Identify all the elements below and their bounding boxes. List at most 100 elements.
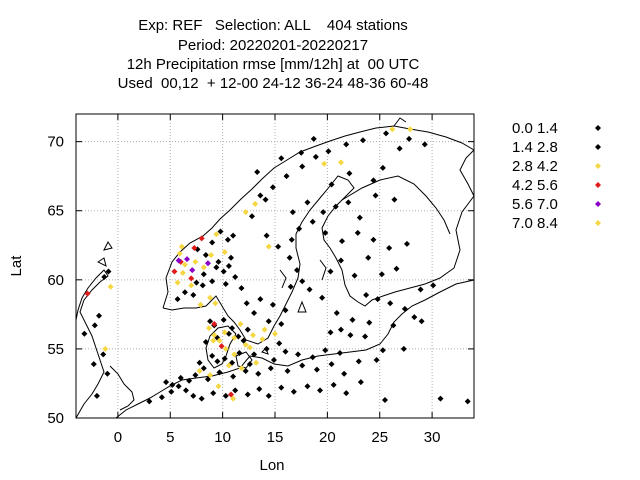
- station-point: [325, 148, 332, 155]
- station-point: [253, 359, 260, 366]
- coastline-map: [75, 117, 475, 419]
- station-point: [256, 385, 263, 392]
- station-point: [186, 377, 193, 384]
- legend-marker: [595, 220, 601, 226]
- station-point: [198, 395, 205, 402]
- station-point: [210, 337, 217, 344]
- station-point: [230, 395, 237, 402]
- station-point: [208, 251, 215, 258]
- station-point: [396, 145, 403, 152]
- station-point: [220, 268, 227, 275]
- x-axis-ticks: 0 5 10 15 20 25 30: [114, 114, 440, 446]
- legend-label: 0.0 1.4: [512, 120, 558, 137]
- station-point: [237, 321, 244, 328]
- station-point: [196, 368, 203, 375]
- station-point: [238, 285, 245, 292]
- station-point: [284, 368, 291, 375]
- station-point: [202, 339, 209, 345]
- station-point: [374, 296, 381, 303]
- station-point: [217, 228, 224, 235]
- station-point: [207, 294, 214, 301]
- station-point: [213, 231, 220, 238]
- station-point: [90, 361, 97, 368]
- station-point: [184, 256, 191, 263]
- y-axis-label: Lat: [8, 255, 25, 277]
- station-point: [379, 347, 386, 354]
- x-axis-label: Lon: [259, 457, 284, 474]
- station-point: [362, 333, 369, 340]
- station-point: [366, 319, 373, 326]
- x-tick-label: 15: [267, 429, 284, 446]
- station-point: [175, 383, 182, 390]
- station-point: [218, 343, 225, 350]
- station-point: [393, 265, 400, 272]
- station-point: [417, 286, 424, 293]
- station-point: [356, 214, 363, 221]
- station-point: [158, 394, 165, 401]
- station-point: [81, 330, 88, 337]
- station-point: [332, 203, 339, 210]
- station-point: [430, 282, 437, 289]
- station-point: [225, 362, 232, 369]
- station-point: [278, 384, 285, 391]
- station-point: [310, 135, 317, 142]
- station-point: [261, 326, 268, 333]
- station-point: [250, 332, 257, 339]
- station-point: [400, 345, 407, 352]
- station-point: [272, 330, 278, 337]
- legend-marker: [595, 125, 601, 131]
- station-point: [244, 391, 251, 398]
- station-point: [215, 383, 222, 390]
- station-point: [199, 282, 206, 289]
- station-point: [317, 387, 324, 394]
- station-point: [104, 370, 111, 377]
- series-5-6-7-0: [175, 256, 211, 274]
- station-point: [146, 398, 153, 405]
- station-point: [181, 261, 188, 268]
- station-point: [437, 395, 444, 402]
- station-point: [464, 398, 471, 405]
- station-point: [196, 359, 203, 366]
- station-point: [221, 249, 228, 256]
- title-line-2: Period: 20220201-20220217: [177, 37, 369, 54]
- station-point: [230, 232, 237, 239]
- station-point: [200, 264, 207, 271]
- station-point: [363, 292, 370, 299]
- station-point: [190, 392, 197, 399]
- station-point: [228, 391, 235, 398]
- series-7-0-8-4: [178, 243, 253, 351]
- station-point: [243, 300, 250, 307]
- station-point: [257, 192, 264, 199]
- legend-label: 4.2 5.6: [512, 177, 558, 194]
- series-2-8-4-2: [102, 126, 414, 402]
- station-point: [107, 283, 114, 290]
- station-point: [278, 155, 285, 162]
- station-point: [337, 257, 344, 264]
- station-point: [232, 274, 239, 281]
- station-point: [309, 218, 316, 225]
- station-point: [246, 361, 253, 368]
- station-point: [259, 336, 266, 343]
- station-point: [210, 390, 217, 397]
- station-point: [207, 318, 214, 325]
- station-point: [263, 232, 270, 239]
- y-axis-ticks: 50 55 60 65 70: [47, 134, 474, 427]
- station-point: [270, 356, 277, 363]
- station-point: [238, 365, 245, 372]
- station-point: [222, 345, 229, 352]
- station-point: [327, 329, 334, 336]
- legend-label: 2.8 4.2: [512, 158, 558, 175]
- station-point: [224, 236, 231, 243]
- station-point: [379, 164, 386, 171]
- station-point: [222, 392, 229, 399]
- station-point: [232, 387, 239, 394]
- station-point: [169, 381, 176, 388]
- legend-marker: [595, 201, 601, 207]
- station-point: [357, 379, 364, 386]
- station-point: [278, 321, 285, 328]
- station-point: [370, 177, 377, 184]
- x-tick-label: 5: [166, 429, 174, 446]
- y-tick-label: 55: [47, 341, 64, 358]
- station-point: [313, 366, 320, 373]
- station-point: [282, 307, 289, 314]
